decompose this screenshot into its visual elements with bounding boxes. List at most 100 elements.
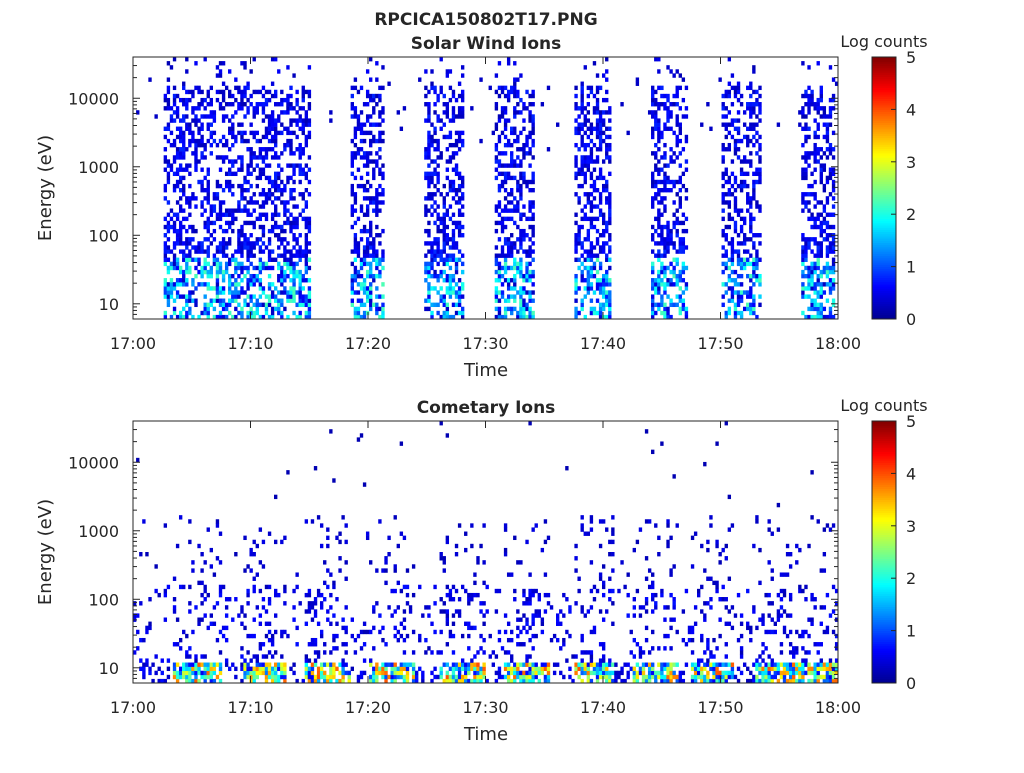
heatmap-cell — [525, 278, 528, 282]
heatmap-cell — [253, 168, 256, 172]
heatmap-cell — [599, 147, 602, 151]
heatmap-cell — [577, 233, 580, 237]
heatmap-cell — [240, 241, 243, 245]
heatmap-cell — [299, 290, 302, 294]
heatmap-cell — [731, 118, 734, 122]
heatmap-cell — [259, 90, 262, 94]
heatmap-cell — [427, 143, 430, 147]
heatmap-cell — [363, 286, 366, 290]
heatmap-cell — [672, 225, 675, 229]
heatmap-cell — [369, 94, 372, 98]
heatmap-cell — [458, 278, 461, 282]
heatmap-cell — [354, 114, 357, 118]
heatmap-cell — [519, 266, 522, 270]
heatmap-cell — [237, 184, 240, 188]
heatmap-cell — [755, 90, 758, 94]
heatmap-cell — [231, 229, 234, 233]
heatmap-cell — [292, 262, 295, 266]
heatmap-cell — [737, 290, 740, 294]
heatmap-cell — [528, 163, 531, 167]
heatmap-cell — [722, 102, 725, 106]
heatmap-cell — [807, 217, 810, 221]
heatmap-cell — [283, 143, 286, 147]
heatmap-cell — [200, 155, 203, 159]
heatmap-cell — [651, 233, 654, 237]
heatmap-cell — [268, 274, 271, 278]
heatmap-cell — [516, 163, 519, 167]
heatmap-cell — [817, 217, 820, 221]
heatmap-cell — [292, 188, 295, 192]
heatmap-cell — [749, 237, 752, 241]
heatmap-cell — [455, 172, 458, 176]
heatmap-cell — [259, 245, 262, 249]
heatmap-cell — [179, 176, 182, 180]
heatmap-cell — [378, 274, 381, 278]
heatmap-cell — [513, 196, 516, 200]
heatmap-cell — [369, 57, 372, 61]
heatmap-cell — [216, 601, 219, 605]
heatmap-cell — [743, 258, 746, 262]
heatmap-cell — [363, 482, 366, 486]
heatmap-cell — [216, 282, 219, 286]
heatmap-cell — [654, 241, 657, 245]
heatmap-cell — [449, 667, 452, 671]
heatmap-cell — [581, 241, 584, 245]
heatmap-cell — [274, 151, 277, 155]
heatmap-cell — [197, 106, 200, 110]
heatmap-cell — [495, 254, 498, 258]
heatmap-cell — [345, 630, 348, 634]
heatmap-cell — [299, 249, 302, 253]
heatmap-cell — [262, 192, 265, 196]
heatmap-cell — [253, 634, 256, 638]
heatmap-cell — [173, 245, 176, 249]
heatmap-cell — [397, 638, 400, 642]
heatmap-cell — [479, 609, 482, 613]
heatmap-cell — [167, 294, 170, 298]
heatmap-cell — [185, 278, 188, 282]
heatmap-cell — [452, 168, 455, 172]
heatmap-cell — [369, 221, 372, 225]
heatmap-cell — [173, 258, 176, 262]
heatmap-cell — [433, 258, 436, 262]
heatmap-cell — [234, 159, 237, 163]
heatmap-cell — [593, 217, 596, 221]
heatmap-cell — [164, 155, 167, 159]
heatmap-cell — [216, 262, 219, 266]
heatmap-cell — [550, 638, 553, 642]
heatmap-cell — [574, 290, 577, 294]
heatmap-cell — [378, 258, 381, 262]
heatmap-cell — [222, 245, 225, 249]
heatmap-cell — [734, 278, 737, 282]
heatmap-cell — [654, 151, 657, 155]
heatmap-cell — [436, 274, 439, 278]
heatmap-cell — [277, 311, 280, 315]
heatmap-cell — [577, 241, 580, 245]
heatmap-cell — [188, 663, 191, 667]
heatmap-cell — [170, 286, 173, 290]
heatmap-cell — [755, 278, 758, 282]
heatmap-cell — [400, 671, 403, 675]
heatmap-cell — [253, 675, 256, 679]
heatmap-cell — [274, 630, 277, 634]
heatmap-cell — [676, 69, 679, 73]
heatmap-cell — [605, 77, 608, 81]
heatmap-cell — [262, 147, 265, 151]
heatmap-cell — [154, 654, 157, 658]
heatmap-cell — [207, 114, 210, 118]
heatmap-cell — [329, 593, 332, 597]
heatmap-cell — [525, 303, 528, 307]
heatmap-cell — [479, 667, 482, 671]
heatmap-cell — [433, 274, 436, 278]
heatmap-cell — [587, 217, 590, 221]
heatmap-cell — [182, 249, 185, 253]
heatmap-cell — [581, 303, 584, 307]
heatmap-cell — [210, 123, 213, 127]
heatmap-cell — [587, 671, 590, 675]
heatmap-cell — [440, 118, 443, 122]
heatmap-cell — [519, 307, 522, 311]
heatmap-cell — [510, 311, 513, 315]
heatmap-cell — [528, 200, 531, 204]
heatmap-cell — [351, 286, 354, 290]
heatmap-cell — [752, 192, 755, 196]
heatmap-cell — [207, 311, 210, 315]
